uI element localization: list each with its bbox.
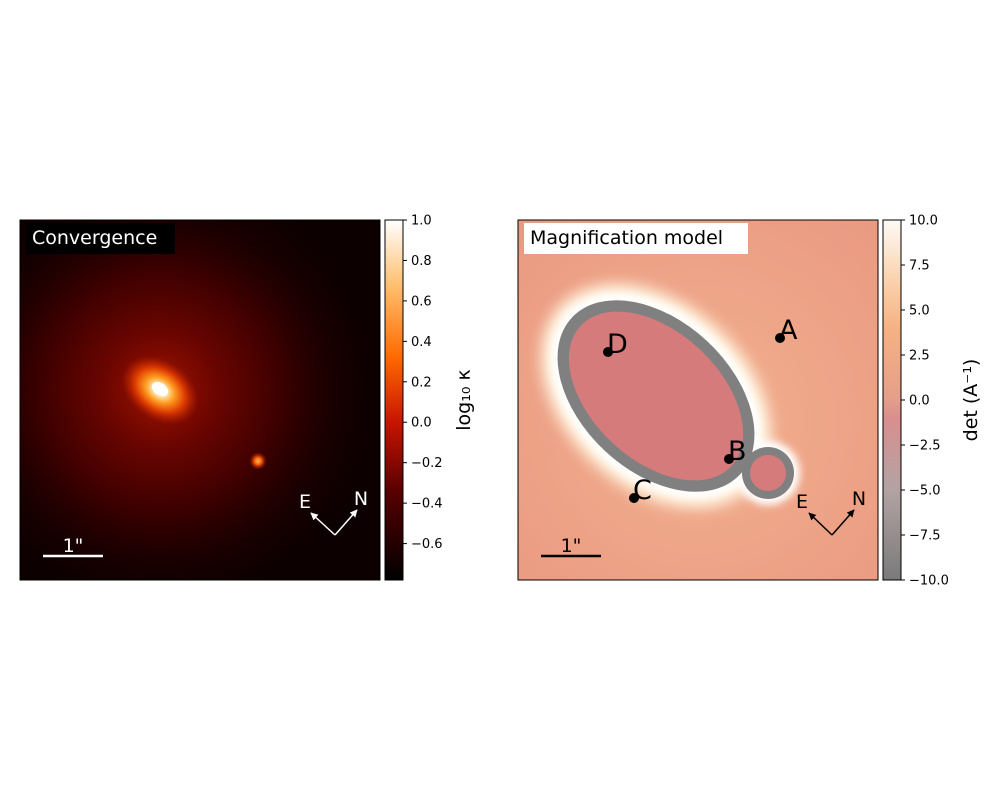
magnification-colorbar-gradient	[882, 219, 902, 581]
image-b-marker	[724, 454, 734, 464]
compass-north-label-right: N	[852, 488, 866, 510]
compass-east-label-right: E	[796, 491, 808, 513]
convergence-panel: 1" E N Convergence	[19, 219, 381, 581]
image-a-label: A	[779, 315, 798, 346]
colorbar-tick-label: −2.5	[909, 439, 941, 454]
magnification-panel: A B C D 1" E N Magnification model	[517, 219, 879, 581]
magnification-label-box	[524, 223, 748, 254]
scale-bar-label-left: 1"	[63, 535, 84, 557]
magnification-frame	[517, 219, 879, 581]
colorbar-tick-label: 2.5	[909, 349, 930, 364]
convergence-colorbar: 1.0 0.8 0.6 0.4 0.2 0.0 −0.2 −0.4 −0.6 log₁₀ κ	[384, 214, 475, 581]
image-c-marker	[629, 493, 639, 503]
magnification-label: Magnification model	[530, 227, 723, 249]
convergence-label: Convergence	[32, 227, 157, 249]
image-c-label: C	[633, 475, 652, 506]
compass-north-arrow-right	[831, 509, 855, 536]
colorbar-tick-label: 0.6	[411, 294, 432, 309]
colorbar-tick-label: 0.2	[411, 375, 432, 390]
colorbar-tick-label: −7.5	[909, 529, 941, 544]
convergence-label-box	[26, 223, 175, 254]
image-a-marker	[775, 333, 785, 343]
compass-east-arrow-left	[310, 512, 336, 536]
compass-north-arrow-left	[334, 509, 358, 536]
colorbar-tick-label: 0.0	[411, 416, 432, 431]
main-lens-core	[151, 381, 169, 397]
magnification-colorbar-ticks: 10.0 7.5 5.0 2.5 0.0 −2.5 −5.0 −7.5 −10.0	[901, 214, 949, 589]
compass-east-label-left: E	[299, 491, 311, 513]
colorbar-tick-label: 0.4	[411, 335, 432, 350]
colorbar-tick-label: 5.0	[909, 304, 930, 319]
magnification-colorbar: 10.0 7.5 5.0 2.5 0.0 −2.5 −5.0 −7.5 −10.0 det (A…	[882, 214, 982, 589]
colorbar-tick-label: −5.0	[909, 484, 941, 499]
satellite-galaxy	[249, 452, 267, 470]
convergence-halo	[20, 220, 380, 580]
image-d-label: D	[607, 329, 628, 360]
colorbar-tick-label: 10.0	[909, 214, 938, 229]
colorbar-tick-label: 7.5	[909, 259, 930, 274]
colorbar-tick-label: 0.8	[411, 254, 432, 269]
colorbar-tick-label: 0.0	[909, 394, 930, 409]
compass-east-arrow-right	[808, 512, 833, 536]
satellite-inner-region	[750, 455, 786, 491]
scale-bar-label-right: 1"	[561, 535, 582, 557]
colorbar-tick-label: −0.4	[411, 497, 443, 512]
magnification-colorbar-label: det (A⁻¹)	[960, 359, 982, 442]
image-d-marker	[603, 347, 613, 357]
convergence-colorbar-ticks: 1.0 0.8 0.6 0.4 0.2 0.0 −0.2 −0.4 −0.6	[403, 214, 443, 552]
convergence-colorbar-label: log₁₀ κ	[453, 369, 475, 430]
image-b-label: B	[728, 436, 747, 467]
convergence-colorbar-gradient	[384, 219, 404, 581]
colorbar-tick-label: 1.0	[411, 214, 432, 229]
colorbar-tick-label: −0.6	[411, 537, 443, 552]
compass-north-label-left: N	[354, 488, 368, 510]
convergence-frame	[19, 219, 381, 581]
colorbar-tick-label: −10.0	[909, 574, 949, 589]
colorbar-tick-label: −0.2	[411, 456, 443, 471]
